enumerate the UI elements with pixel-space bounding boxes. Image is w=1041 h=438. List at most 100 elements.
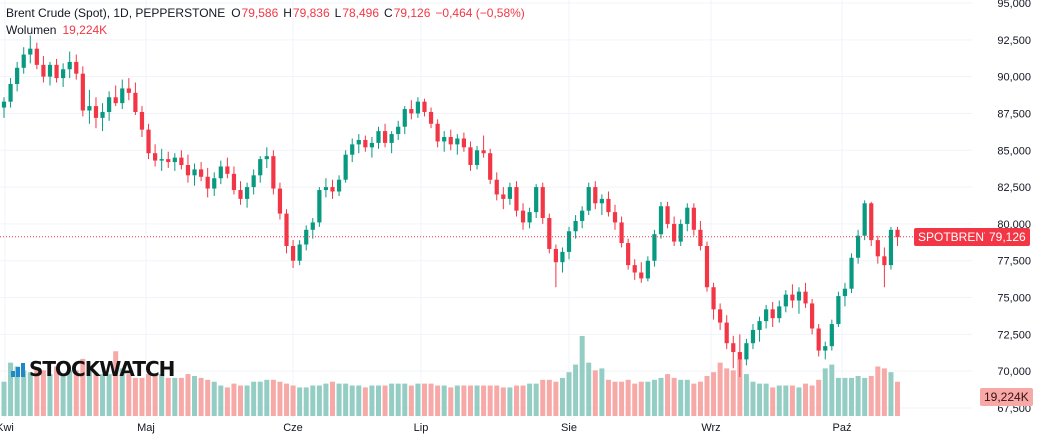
candle-body — [632, 265, 637, 273]
volume-bar — [146, 374, 152, 416]
volume-bar — [599, 368, 605, 416]
candle-body — [28, 48, 33, 55]
volume-label[interactable]: Wolumen — [6, 23, 57, 37]
volume-bar — [625, 379, 631, 416]
candle-body — [146, 129, 151, 154]
volume-bar — [257, 381, 263, 416]
volume-bar — [579, 336, 585, 416]
candle-body — [816, 328, 821, 351]
volume-bar — [290, 385, 296, 416]
symbol-title[interactable]: Brent Crude (Spot), 1D, PEPPERSTONE — [6, 6, 226, 20]
candle-body — [297, 244, 302, 261]
candle-body — [15, 67, 20, 84]
volume-bar — [527, 383, 533, 416]
candle-body — [790, 294, 795, 301]
volume-series — [1, 336, 901, 416]
volume-bar — [251, 381, 257, 416]
volume-bar — [494, 385, 500, 416]
volume-bar — [80, 358, 86, 416]
volume-bar — [868, 376, 874, 416]
candle-body — [448, 137, 453, 145]
candle-body — [810, 303, 815, 329]
volume-bar — [40, 370, 46, 416]
volume-bar — [349, 385, 355, 416]
candle-body — [461, 138, 466, 148]
volume-bar — [1, 381, 7, 416]
candle-body — [724, 322, 729, 344]
candle-body — [869, 203, 874, 241]
volume-bar — [231, 383, 237, 416]
candle-body — [888, 229, 894, 266]
volume-bar — [724, 368, 730, 416]
candle-body — [474, 150, 480, 165]
candle-body — [665, 206, 670, 224]
candle-body — [796, 291, 802, 301]
candle-body — [435, 123, 440, 142]
volume-bar — [711, 372, 717, 416]
volume-bar — [586, 362, 592, 416]
volume-bar — [638, 381, 644, 416]
volume-bar — [612, 381, 618, 416]
candle-body — [783, 294, 788, 307]
price-axis[interactable]: 95,00092,50090,00087,50085,00082,50080,0… — [997, 0, 1031, 415]
volume-bar — [592, 370, 598, 416]
volume-bar — [244, 385, 250, 416]
candle-body — [527, 212, 532, 223]
volume-bar — [691, 383, 697, 416]
volume-bar — [461, 385, 467, 416]
price-tick-label: 72,500 — [997, 329, 1031, 341]
candle-body — [626, 243, 631, 266]
volume-bar — [474, 385, 480, 416]
candle-body — [764, 309, 769, 322]
price-tick-label: 67,500 — [997, 403, 1031, 415]
volume-bar — [395, 383, 401, 416]
volume-bar — [743, 374, 749, 416]
volume-bar — [835, 377, 841, 416]
volume-bar — [448, 387, 454, 416]
candle-body — [271, 156, 276, 189]
volume-bar — [211, 381, 217, 416]
time-axis[interactable]: Kwi Maj Cze Lip Sie Wrz Paź — [0, 422, 851, 434]
volume-bar — [573, 364, 579, 416]
legend-price-row: Brent Crude (Spot), 1D, PEPPERSTONE O79,5… — [6, 5, 530, 22]
symbol-price-tag[interactable]: SPOTBRENT — [914, 227, 996, 246]
volume-bar — [139, 377, 145, 416]
price-tick-label: 92,500 — [997, 35, 1031, 47]
candle-body — [744, 343, 749, 360]
candle-body — [192, 169, 197, 176]
price-tick-label: 90,000 — [997, 72, 1031, 84]
volume-bar — [428, 383, 434, 416]
candle-body — [829, 324, 834, 347]
volume-bar — [106, 374, 112, 416]
candle-body — [750, 329, 756, 344]
price-tick-label: 95,000 — [997, 0, 1031, 10]
volume-bar — [645, 381, 651, 416]
volume-bar — [553, 381, 559, 416]
volume-bar — [803, 383, 809, 416]
volume-bar — [658, 377, 664, 416]
time-tick-label: Maj — [137, 422, 155, 434]
candle-body — [849, 257, 854, 289]
volume-bar — [14, 366, 20, 416]
candle-body — [520, 210, 526, 223]
volume-tag[interactable]: 19,224K — [980, 388, 1033, 406]
candle-body — [100, 111, 105, 118]
volume-bar — [809, 385, 815, 416]
time-tick-label: Paź — [833, 422, 852, 434]
volume-bar — [697, 381, 703, 416]
candle-body — [126, 88, 131, 93]
candle-body — [205, 176, 210, 189]
candle-body — [396, 126, 401, 135]
volume-bar — [73, 370, 79, 416]
candle-body — [652, 234, 657, 261]
volume-bar — [559, 377, 565, 416]
volume-bar — [540, 379, 546, 416]
candle-body — [560, 251, 565, 263]
candle-body — [310, 222, 315, 230]
candle-body — [251, 175, 256, 188]
last-price-tag[interactable]: 79,126 — [985, 227, 1030, 246]
open-label: O — [231, 6, 241, 20]
time-tick-label: Kwi — [0, 422, 14, 434]
volume-bar — [86, 366, 92, 416]
